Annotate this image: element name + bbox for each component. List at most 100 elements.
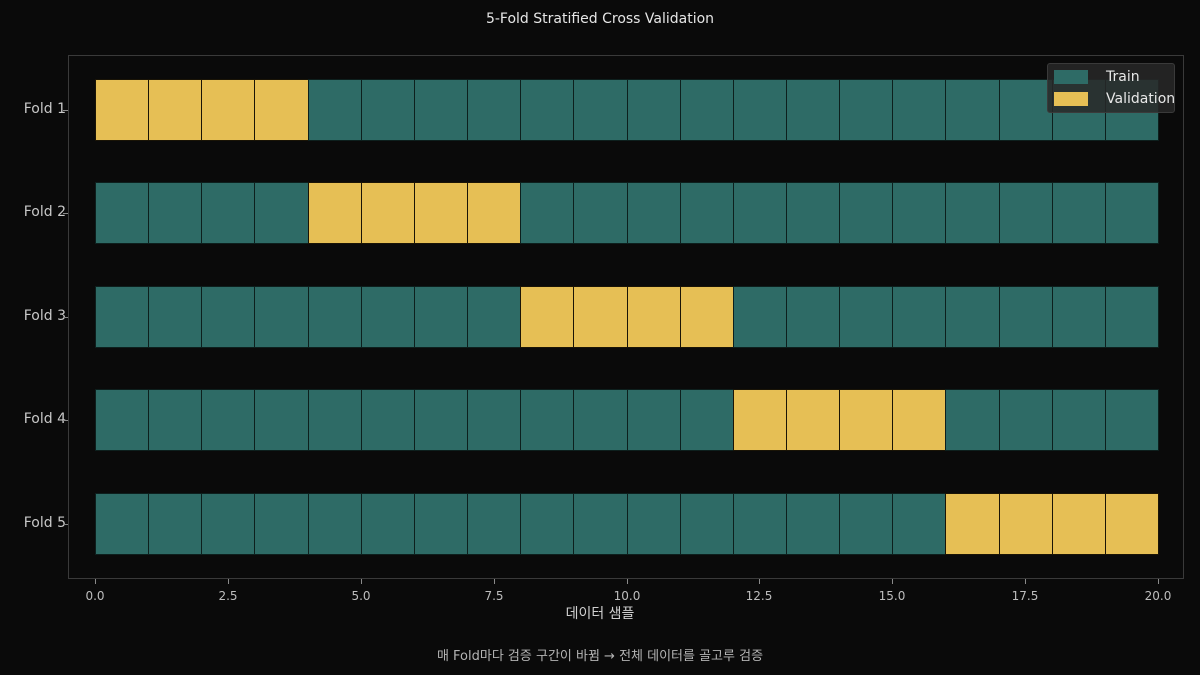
- train-segment: [201, 389, 255, 451]
- fold-row: [95, 389, 1159, 451]
- train-segment: [945, 182, 1000, 244]
- train-segment: [839, 182, 893, 244]
- train-segment: [95, 389, 149, 451]
- train-segment: [254, 389, 309, 451]
- validation-segment: [627, 286, 681, 348]
- train-segment: [201, 182, 255, 244]
- train-segment: [627, 493, 681, 555]
- caption: 매 Fold마다 검증 구간이 바뀜 → 전체 데이터를 골고루 검증: [436, 649, 764, 664]
- x-tick: [892, 579, 893, 584]
- train-segment: [520, 79, 574, 141]
- train-segment: [1052, 286, 1106, 348]
- x-tick-label: 17.5: [1011, 589, 1039, 603]
- y-tick: [63, 213, 68, 214]
- train-segment: [733, 182, 787, 244]
- train-segment: [254, 286, 309, 348]
- validation-segment: [148, 79, 202, 141]
- train-segment: [95, 286, 149, 348]
- x-tick: [361, 579, 362, 584]
- train-segment: [361, 389, 415, 451]
- train-segment: [95, 493, 149, 555]
- train-segment: [733, 79, 787, 141]
- validation-segment: [1105, 493, 1159, 555]
- train-segment: [786, 286, 840, 348]
- validation-segment: [201, 79, 255, 141]
- legend: Train Validation: [1047, 63, 1175, 113]
- train-segment: [945, 286, 1000, 348]
- train-segment: [467, 286, 521, 348]
- plot-area: [68, 55, 1184, 579]
- train-segment: [467, 493, 521, 555]
- legend-label: Train: [1106, 69, 1140, 85]
- fold-row: [95, 493, 1159, 555]
- train-segment: [308, 286, 362, 348]
- train-segment: [148, 493, 202, 555]
- validation-segment: [1052, 493, 1106, 555]
- y-tick-label: Fold 2: [23, 204, 66, 220]
- x-tick-label: 10.0: [613, 589, 641, 603]
- train-segment: [361, 493, 415, 555]
- train-segment: [892, 182, 946, 244]
- train-segment: [414, 79, 468, 141]
- x-tick: [1025, 579, 1026, 584]
- x-tick: [494, 579, 495, 584]
- train-segment: [733, 286, 787, 348]
- train-segment: [680, 182, 734, 244]
- train-segment: [308, 493, 362, 555]
- train-segment: [520, 182, 574, 244]
- chart-title: 5-Fold Stratified Cross Validation: [485, 11, 715, 27]
- x-tick-label: 2.5: [218, 589, 238, 603]
- train-segment: [839, 493, 893, 555]
- train-segment: [308, 79, 362, 141]
- train-segment: [945, 79, 1000, 141]
- train-segment: [786, 493, 840, 555]
- train-segment: [1052, 389, 1106, 451]
- train-segment: [680, 79, 734, 141]
- y-tick: [63, 317, 68, 318]
- train-segment: [148, 389, 202, 451]
- legend-item-train: Train: [1054, 69, 1140, 85]
- x-tick: [1158, 579, 1159, 584]
- y-tick-label: Fold 1: [23, 101, 66, 117]
- validation-segment: [680, 286, 734, 348]
- validation-segment: [254, 79, 309, 141]
- train-segment: [520, 389, 574, 451]
- train-segment: [254, 182, 309, 244]
- fold-row: [95, 79, 1159, 141]
- train-segment: [839, 286, 893, 348]
- train-segment: [786, 79, 840, 141]
- train-segment: [627, 182, 681, 244]
- x-tick-label: 5.0: [351, 589, 371, 603]
- validation-segment: [892, 389, 946, 451]
- fold-row: [95, 182, 1159, 244]
- train-segment: [1105, 182, 1159, 244]
- train-segment: [1052, 182, 1106, 244]
- y-tick-label: Fold 3: [23, 308, 66, 324]
- train-segment: [892, 79, 946, 141]
- y-tick: [63, 524, 68, 525]
- fold-row: [95, 286, 1159, 348]
- train-segment: [573, 493, 628, 555]
- train-segment: [1105, 286, 1159, 348]
- train-segment: [892, 493, 946, 555]
- validation-segment: [786, 389, 840, 451]
- train-segment: [945, 389, 1000, 451]
- x-tick-label: 0.0: [85, 589, 105, 603]
- train-segment: [627, 389, 681, 451]
- train-segment: [414, 493, 468, 555]
- x-tick: [759, 579, 760, 584]
- train-segment: [680, 389, 734, 451]
- y-tick: [63, 420, 68, 421]
- validation-segment: [733, 389, 787, 451]
- train-segment: [201, 493, 255, 555]
- legend-swatch-validation: [1054, 92, 1088, 106]
- validation-segment: [467, 182, 521, 244]
- train-segment: [308, 389, 362, 451]
- validation-segment: [95, 79, 149, 141]
- train-segment: [999, 182, 1053, 244]
- train-segment: [467, 389, 521, 451]
- legend-item-validation: Validation: [1054, 91, 1175, 107]
- validation-segment: [999, 493, 1053, 555]
- train-segment: [999, 79, 1053, 141]
- train-segment: [999, 286, 1053, 348]
